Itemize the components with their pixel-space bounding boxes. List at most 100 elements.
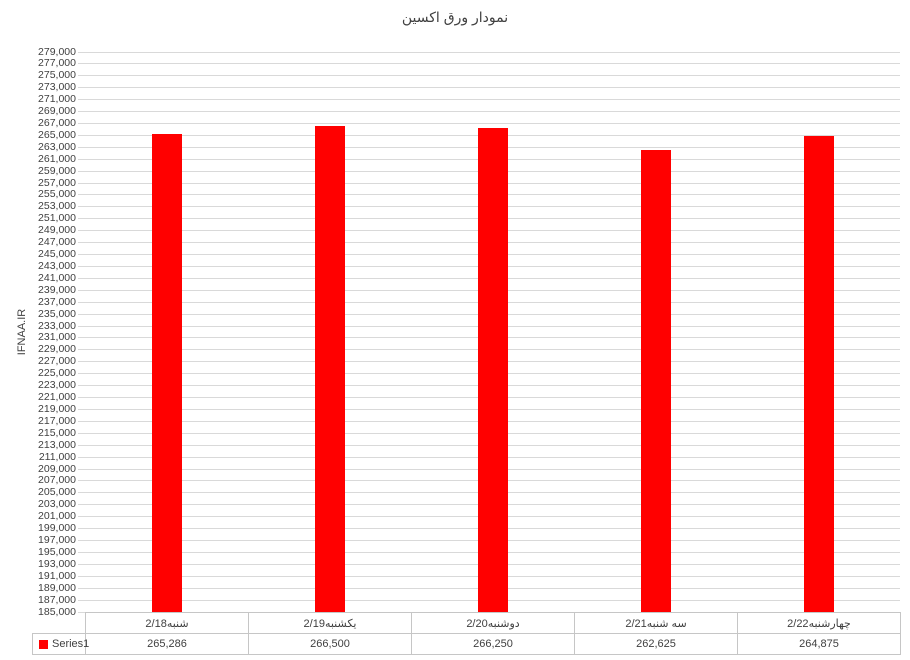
category-cell: چهارشنبه2/22 <box>737 613 900 633</box>
y-axis-tick <box>78 301 85 303</box>
y-tick-label: 245,000 <box>38 248 76 261</box>
y-tick-label: 257,000 <box>38 176 76 189</box>
y-axis-tick <box>78 51 85 53</box>
y-axis-tick <box>78 540 85 541</box>
y-tick-label: 267,000 <box>38 116 76 129</box>
y-tick-label: 211,000 <box>38 450 76 463</box>
table-border-bottom <box>32 654 901 655</box>
y-axis-tick <box>78 516 85 518</box>
y-axis-tick <box>78 492 85 494</box>
y-axis-tick <box>78 194 85 196</box>
y-tick-label: 259,000 <box>38 164 76 177</box>
y-axis-tick <box>78 134 85 136</box>
y-axis-tick <box>78 75 85 77</box>
y-tick-label: 239,000 <box>38 283 76 296</box>
table-border-top <box>85 612 901 613</box>
y-tick-label: 185,000 <box>38 605 76 618</box>
value-cell: 266,500 <box>248 634 411 654</box>
y-axis-tick <box>78 420 85 422</box>
value-cell: 265,286 <box>85 634 248 654</box>
y-tick-label: 271,000 <box>38 93 76 106</box>
y-tick-label: 251,000 <box>38 212 76 225</box>
category-cell: یکشنبه2/19 <box>248 613 411 633</box>
y-tick-label: 275,000 <box>38 69 76 82</box>
y-axis-tick <box>78 218 85 220</box>
y-axis-tick <box>78 87 85 89</box>
gridline <box>85 111 900 113</box>
y-tick-label: 229,000 <box>38 343 76 356</box>
y-axis-tick <box>78 111 85 113</box>
y-axis-tick <box>78 265 85 267</box>
y-tick-label: 207,000 <box>38 474 76 487</box>
y-axis-tick <box>78 242 85 244</box>
y-tick-label: 241,000 <box>38 271 76 284</box>
y-axis-tick <box>78 480 85 482</box>
y-tick-label: 227,000 <box>38 355 76 368</box>
value-cell: 262,625 <box>574 634 737 654</box>
y-tick-label: 197,000 <box>38 534 76 546</box>
y-axis-tick <box>78 99 85 101</box>
y-tick-label: 277,000 <box>38 57 76 70</box>
y-tick-label: 225,000 <box>38 367 76 380</box>
y-tick-label: 201,000 <box>38 510 76 523</box>
y-axis-tick <box>78 349 85 351</box>
y-tick-label: 265,000 <box>38 128 76 141</box>
y-tick-label: 205,000 <box>38 486 76 499</box>
y-tick-label: 213,000 <box>38 438 76 451</box>
y-tick-label: 249,000 <box>38 224 76 237</box>
y-tick-label: 219,000 <box>38 402 76 415</box>
y-tick-label: 261,000 <box>38 152 76 165</box>
y-axis-tick <box>78 325 85 327</box>
gridline <box>85 99 900 101</box>
gridline <box>85 51 900 53</box>
y-axis-tick <box>78 63 85 65</box>
y-tick-label: 189,000 <box>38 581 76 594</box>
y-tick-label: 199,000 <box>38 522 76 535</box>
y-tick-label: 187,000 <box>38 593 76 606</box>
y-tick-label: 191,000 <box>38 569 76 582</box>
y-tick-label: 255,000 <box>38 188 76 201</box>
y-tick-label: 209,000 <box>38 462 76 475</box>
y-axis-tick <box>78 361 85 363</box>
y-tick-label: 233,000 <box>38 319 76 332</box>
y-tick-label: 231,000 <box>38 331 76 344</box>
y-tick-label: 235,000 <box>38 307 76 320</box>
y-axis-tick <box>78 408 85 410</box>
y-axis-tick <box>78 254 85 256</box>
chart-title: نمودار ورق اکسین <box>401 9 509 25</box>
y-axis-tick <box>78 468 85 470</box>
y-axis-tick <box>78 385 85 387</box>
y-tick-label: 253,000 <box>38 200 76 213</box>
bar-5 <box>803 136 834 612</box>
y-axis-tick <box>78 575 85 577</box>
y-tick-label: 237,000 <box>38 295 76 308</box>
y-axis-tick <box>78 587 85 589</box>
y-axis-tick <box>78 456 85 458</box>
y-tick-label: 221,000 <box>38 391 76 404</box>
bar-2 <box>314 126 345 612</box>
y-axis-tick <box>78 313 85 315</box>
value-cell: 264,875 <box>737 634 900 654</box>
gridline <box>85 122 900 124</box>
gridline <box>85 75 900 77</box>
table-border-middle <box>32 633 901 634</box>
y-axis-tick <box>78 432 85 434</box>
y-axis-tick <box>78 397 85 399</box>
y-tick-label: 195,000 <box>38 545 76 558</box>
y-axis-tick <box>78 158 85 160</box>
gridline <box>85 87 900 89</box>
y-tick-label: 215,000 <box>38 426 76 439</box>
gridline <box>85 63 900 65</box>
y-axis-tick <box>78 611 85 613</box>
category-cell: شنبه2/18 <box>85 613 248 633</box>
bar-1 <box>151 133 182 612</box>
bar-4 <box>640 149 671 612</box>
series-marker-icon <box>39 639 48 649</box>
y-axis-tick <box>78 230 85 232</box>
y-tick-label: 269,000 <box>38 105 76 118</box>
y-tick-label: 223,000 <box>38 379 76 392</box>
y-axis-tick <box>78 182 85 184</box>
table-border-right <box>900 612 901 654</box>
y-axis-tick <box>78 373 85 375</box>
